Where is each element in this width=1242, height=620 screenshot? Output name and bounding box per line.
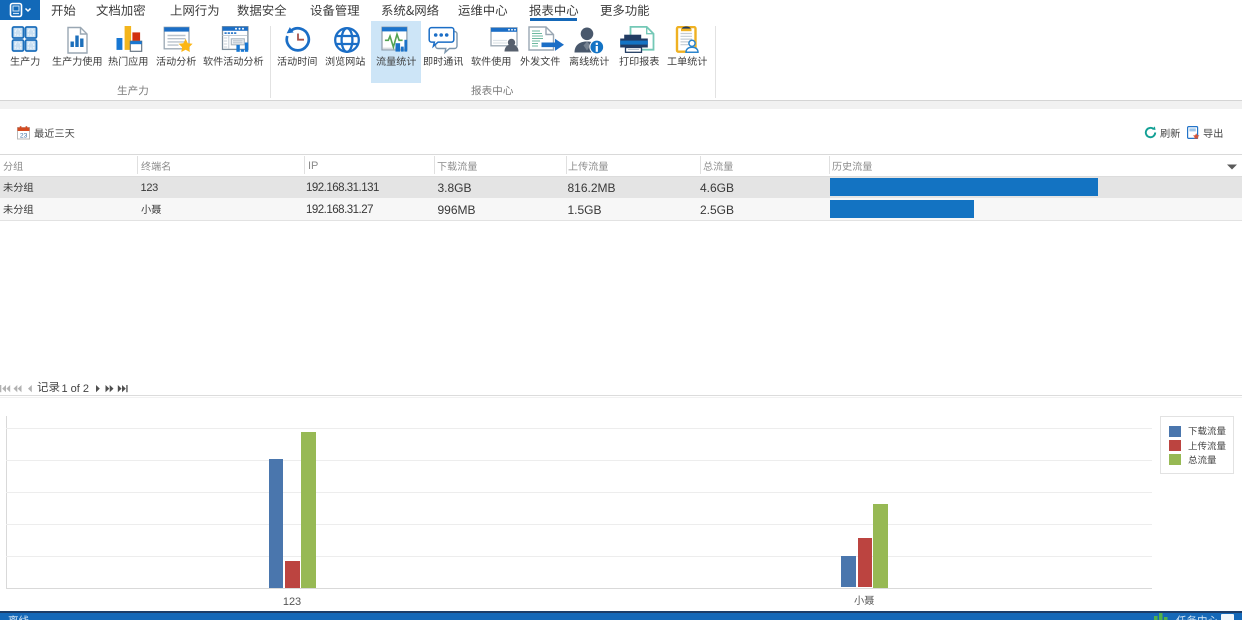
svg-text:23: 23 [20,132,28,139]
